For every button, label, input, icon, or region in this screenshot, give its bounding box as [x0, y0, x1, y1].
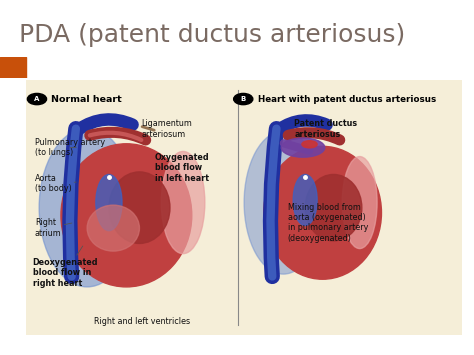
Ellipse shape: [281, 138, 325, 157]
Text: Patent ductus
arteriosus: Patent ductus arteriosus: [294, 120, 357, 139]
Text: Right
atrium: Right atrium: [35, 218, 72, 238]
FancyArrowPatch shape: [70, 129, 76, 277]
Ellipse shape: [87, 205, 139, 251]
Text: Aorta
(to body): Aorta (to body): [35, 174, 76, 193]
Text: Ligamentum
arteriosum: Ligamentum arteriosum: [142, 120, 192, 139]
Text: Deoxygenated
blood flow in
right heart: Deoxygenated blood flow in right heart: [33, 246, 98, 288]
Text: B: B: [241, 96, 246, 102]
Ellipse shape: [61, 144, 192, 287]
Circle shape: [234, 93, 253, 105]
FancyArrowPatch shape: [284, 143, 309, 151]
Text: Right and left ventricles: Right and left ventricles: [94, 317, 190, 326]
Text: Oxygenated
blood flow
in left heart: Oxygenated blood flow in left heart: [155, 153, 210, 182]
Ellipse shape: [293, 174, 317, 225]
Ellipse shape: [302, 141, 317, 148]
Ellipse shape: [161, 152, 205, 254]
FancyBboxPatch shape: [20, 77, 468, 339]
FancyArrowPatch shape: [70, 129, 76, 277]
Text: A: A: [34, 96, 40, 102]
Ellipse shape: [109, 172, 170, 244]
Text: Pulmonary artery
(to lungs): Pulmonary artery (to lungs): [35, 138, 105, 157]
Text: Heart with patent ductus arteriosus: Heart with patent ductus arteriosus: [258, 94, 436, 104]
Ellipse shape: [342, 157, 377, 248]
Bar: [0, 57, 26, 78]
Ellipse shape: [39, 129, 135, 287]
FancyArrowPatch shape: [90, 132, 146, 140]
Ellipse shape: [244, 131, 323, 274]
FancyArrowPatch shape: [79, 119, 133, 130]
FancyArrowPatch shape: [271, 129, 276, 277]
Circle shape: [27, 93, 46, 105]
FancyArrowPatch shape: [279, 120, 327, 129]
Text: PDA (patent ductus arteriosus): PDA (patent ductus arteriosus): [19, 23, 405, 47]
FancyArrowPatch shape: [288, 133, 340, 140]
FancyArrowPatch shape: [90, 133, 141, 140]
Ellipse shape: [264, 146, 382, 279]
Text: Mixing blood from
aorta (oxygenated)
in pulmonary artery
(deoxygenated): Mixing blood from aorta (oxygenated) in …: [288, 203, 368, 243]
FancyArrowPatch shape: [271, 129, 276, 277]
FancyArrowPatch shape: [142, 127, 154, 130]
Ellipse shape: [305, 174, 362, 241]
Ellipse shape: [96, 174, 122, 231]
Text: Normal heart: Normal heart: [51, 94, 122, 104]
